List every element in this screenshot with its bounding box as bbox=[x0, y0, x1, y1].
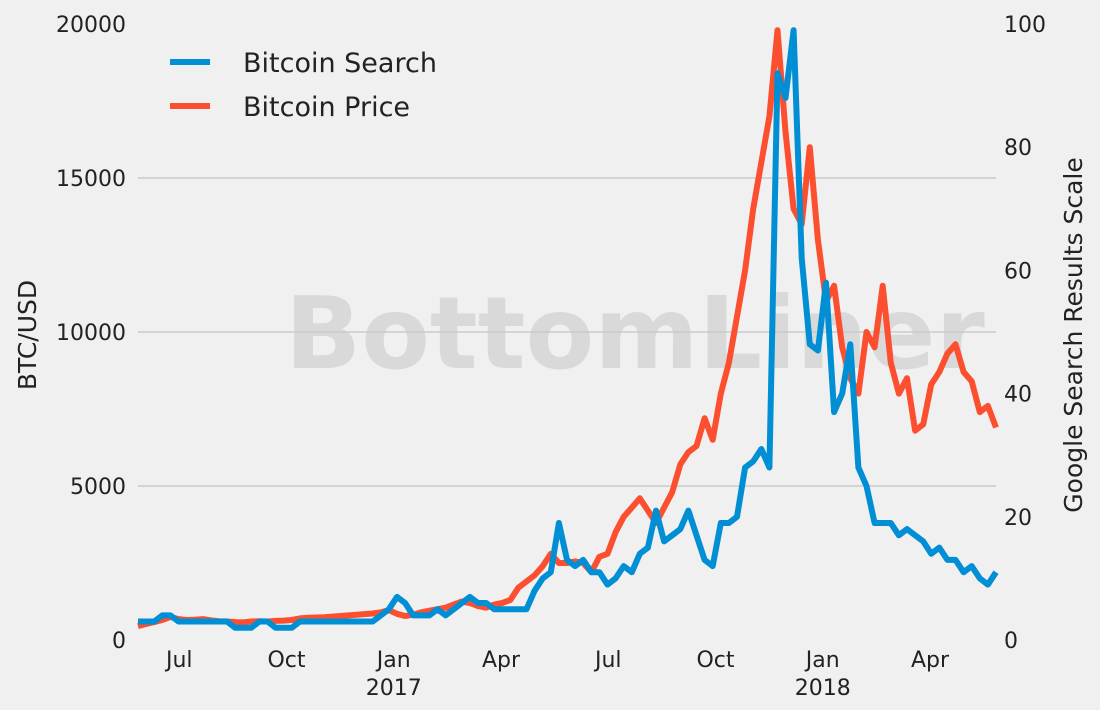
y-right-tick-label: 40 bbox=[1004, 383, 1032, 408]
y-tick-label: 20000 bbox=[56, 13, 126, 38]
x-tick-year-label: 2018 bbox=[795, 676, 851, 701]
y-right-tick-label: 0 bbox=[1004, 629, 1018, 654]
y-right-tick-label: 80 bbox=[1004, 136, 1032, 161]
y-right-tick-label: 20 bbox=[1004, 506, 1032, 531]
y-right-tick-label: 100 bbox=[1004, 13, 1046, 38]
series-line-bitcoin-search bbox=[138, 27, 999, 631]
y-axis-right-label: Google Search Results Scale bbox=[1059, 157, 1088, 512]
x-tick-label: Apr bbox=[911, 648, 950, 673]
x-tick-label: Jan bbox=[804, 648, 840, 673]
y-axis-right: 0 20 40 60 80 100 bbox=[1004, 13, 1046, 654]
legend-label-bitcoin-search: Bitcoin Search bbox=[243, 48, 437, 79]
x-tick-label: Oct bbox=[696, 648, 734, 673]
grid-lines bbox=[138, 177, 996, 487]
x-tick-label: Apr bbox=[482, 648, 521, 673]
x-tick-label: Jul bbox=[164, 648, 193, 673]
x-tick-year-label: 2017 bbox=[366, 676, 422, 701]
x-tick-label: Jan bbox=[375, 648, 411, 673]
legend: Bitcoin Search Bitcoin Price bbox=[170, 48, 437, 123]
x-tick-label: Jul bbox=[593, 648, 622, 673]
y-axis-label: BTC/USD bbox=[13, 280, 42, 390]
y-tick-label: 5000 bbox=[70, 475, 126, 500]
y-tick-label: 10000 bbox=[56, 321, 126, 346]
y-axis-left: 0 5000 10000 15000 20000 bbox=[56, 13, 126, 654]
y-right-tick-label: 60 bbox=[1004, 259, 1032, 284]
series-lines bbox=[137, 27, 999, 631]
x-axis: Jul Oct Jan 2017 Apr Jul Oct Jan 2018 Apr bbox=[164, 648, 950, 701]
y-tick-label: 0 bbox=[112, 629, 126, 654]
y-tick-label: 15000 bbox=[56, 167, 126, 192]
legend-label-bitcoin-price: Bitcoin Price bbox=[243, 92, 410, 123]
x-tick-label: Oct bbox=[267, 648, 305, 673]
